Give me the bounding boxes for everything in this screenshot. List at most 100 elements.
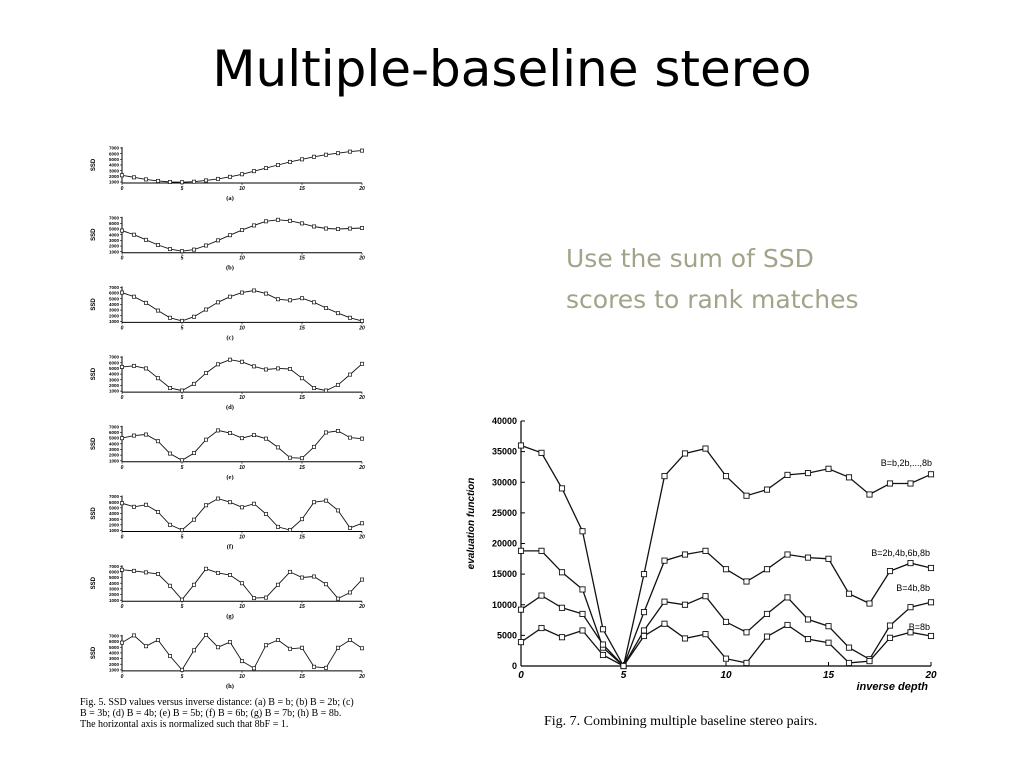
data-point bbox=[156, 178, 160, 183]
panel-x-tick-label: 15 bbox=[299, 395, 305, 401]
data-point bbox=[300, 376, 304, 381]
data-point bbox=[168, 451, 172, 456]
panel-x-tick-label: 15 bbox=[299, 465, 305, 471]
y-tick-label: 20000 bbox=[492, 539, 517, 549]
data-point bbox=[132, 504, 136, 509]
data-point bbox=[156, 243, 160, 247]
panel-y-tick-label: 5000 bbox=[109, 436, 120, 441]
data-point bbox=[168, 583, 172, 588]
data-point bbox=[927, 632, 935, 640]
data-point bbox=[599, 641, 607, 648]
series-label: B=8b bbox=[909, 622, 930, 632]
panel-y-tick-label: 4000 bbox=[109, 581, 120, 586]
data-point bbox=[168, 522, 172, 527]
data-point bbox=[538, 547, 545, 554]
panel-y-tick-label: 3000 bbox=[109, 447, 120, 452]
data-point bbox=[348, 372, 352, 377]
data-point bbox=[804, 635, 812, 643]
data-point bbox=[120, 567, 124, 572]
panel-y-label: SSD bbox=[91, 298, 97, 311]
data-point bbox=[804, 470, 812, 477]
panel-y-tick-label: 4000 bbox=[109, 511, 120, 516]
panel-y-tick-label: 7000 bbox=[109, 285, 120, 290]
data-point bbox=[804, 616, 812, 623]
data-point bbox=[360, 318, 364, 323]
data-point bbox=[324, 582, 328, 587]
panel-x-tick-label: 5 bbox=[181, 256, 184, 262]
data-point bbox=[192, 451, 196, 456]
data-point bbox=[180, 180, 184, 185]
panel-x-tick-label: 15 bbox=[299, 325, 305, 331]
data-point bbox=[360, 148, 364, 153]
data-point bbox=[216, 496, 220, 501]
data-point bbox=[640, 627, 648, 634]
data-point bbox=[722, 655, 730, 662]
panel-x-tick-label: 15 bbox=[299, 186, 305, 192]
data-point bbox=[312, 500, 316, 505]
panel-y-tick-label: 4000 bbox=[109, 232, 120, 237]
data-point bbox=[228, 500, 232, 505]
panel-x-tick-label: 10 bbox=[239, 535, 245, 541]
panel-y-tick-label: 6000 bbox=[109, 291, 120, 296]
data-point bbox=[288, 455, 292, 460]
data-point bbox=[288, 646, 292, 651]
data-point bbox=[288, 298, 292, 303]
panel-y-tick-label: 5000 bbox=[109, 575, 120, 580]
data-point bbox=[558, 569, 566, 576]
data-point bbox=[579, 627, 586, 634]
panel-y-tick-label: 6000 bbox=[109, 500, 120, 505]
data-point bbox=[348, 435, 352, 440]
panel-y-tick-label: 2000 bbox=[109, 453, 120, 458]
data-point bbox=[180, 249, 184, 254]
panel-x-tick-label: 20 bbox=[358, 604, 365, 610]
fig5-caption-line: B = 3b; (d) B = 4b; (e) B = 5b; (f) B = … bbox=[80, 708, 342, 719]
data-point bbox=[216, 362, 220, 367]
panel-x-tick-label: 5 bbox=[181, 325, 184, 331]
data-point bbox=[360, 226, 364, 230]
data-point bbox=[156, 638, 160, 642]
fig7-caption: Fig. 7. Combining multiple baseline ster… bbox=[544, 714, 818, 729]
data-point bbox=[784, 551, 791, 558]
x-tick-label: 0 bbox=[518, 670, 524, 681]
data-point bbox=[360, 361, 364, 366]
panel-y-label: SSD bbox=[91, 367, 97, 380]
y-axis-label: evaluation function bbox=[466, 478, 477, 570]
panel-y-tick-label: 7000 bbox=[109, 494, 120, 499]
panel-x-tick-label: 0 bbox=[121, 535, 124, 541]
data-point bbox=[144, 432, 148, 437]
data-point bbox=[180, 597, 184, 602]
data-point bbox=[360, 646, 364, 651]
data-point bbox=[517, 639, 525, 646]
data-point bbox=[144, 644, 148, 649]
data-point bbox=[336, 151, 340, 156]
panel-y-tick-label: 1000 bbox=[109, 668, 120, 673]
data-point bbox=[228, 294, 232, 299]
data-point bbox=[252, 666, 256, 671]
data-point bbox=[240, 505, 244, 510]
data-point bbox=[252, 288, 256, 293]
panel-x-tick-label: 10 bbox=[239, 395, 245, 401]
panel-y-label: SSD bbox=[91, 576, 97, 589]
data-point bbox=[252, 169, 256, 174]
data-point bbox=[661, 620, 668, 627]
panel-x-tick-label: 10 bbox=[239, 325, 245, 331]
data-point bbox=[336, 596, 340, 601]
data-point bbox=[300, 575, 304, 580]
data-point bbox=[312, 224, 316, 229]
data-point bbox=[276, 524, 280, 529]
panel-y-tick-label: 7000 bbox=[109, 215, 120, 220]
panel-y-tick-label: 5000 bbox=[109, 157, 120, 162]
data-point bbox=[300, 456, 304, 461]
data-point bbox=[276, 445, 280, 450]
panel-y-tick-label: 3000 bbox=[109, 517, 120, 522]
panel-y-tick-label: 7000 bbox=[109, 146, 120, 151]
panel-x-tick-label: 20 bbox=[358, 256, 365, 262]
data-point bbox=[324, 430, 328, 435]
data-point bbox=[300, 517, 304, 522]
data-point bbox=[640, 609, 648, 616]
data-point bbox=[228, 573, 232, 577]
data-point bbox=[324, 152, 328, 157]
